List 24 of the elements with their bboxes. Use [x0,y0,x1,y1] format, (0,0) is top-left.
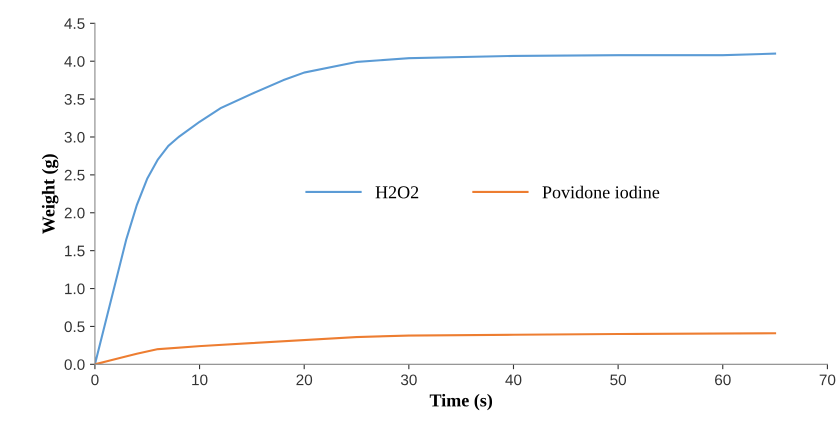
y-axis-title: Weight (g) [42,154,58,234]
y-tick-label: 0.0 [64,359,85,370]
x-tick-label: 70 [820,374,836,386]
x-axis-title: Time (s) [430,394,492,410]
x-tick-label: 30 [400,374,417,386]
x-tick-label: 0 [91,374,99,386]
legend-label: Povidone iodine [542,186,660,198]
legend-label: H2O2 [376,186,418,198]
x-tick-label: 10 [192,374,208,386]
x-tick-label: 50 [610,374,626,386]
y-tick-label: 3.0 [64,132,85,143]
y-tick-label: 1.5 [65,246,85,256]
y-tick-label: 2.0 [64,208,85,218]
y-tick-label: 1.0 [65,283,85,294]
line-series [94,52,776,364]
y-tick-label: 3.5 [64,94,85,105]
y-tick-label: 2.5 [64,170,85,181]
y-tick-label: 4.5 [64,18,85,30]
x-tick-label: 40 [505,374,522,386]
x-tick-label: 60 [715,374,731,386]
y-tick-label: 0.5 [64,321,85,332]
y-tick-label: 4.0 [64,56,85,67]
line-series [94,332,776,364]
x-tick-label: 20 [296,374,312,386]
